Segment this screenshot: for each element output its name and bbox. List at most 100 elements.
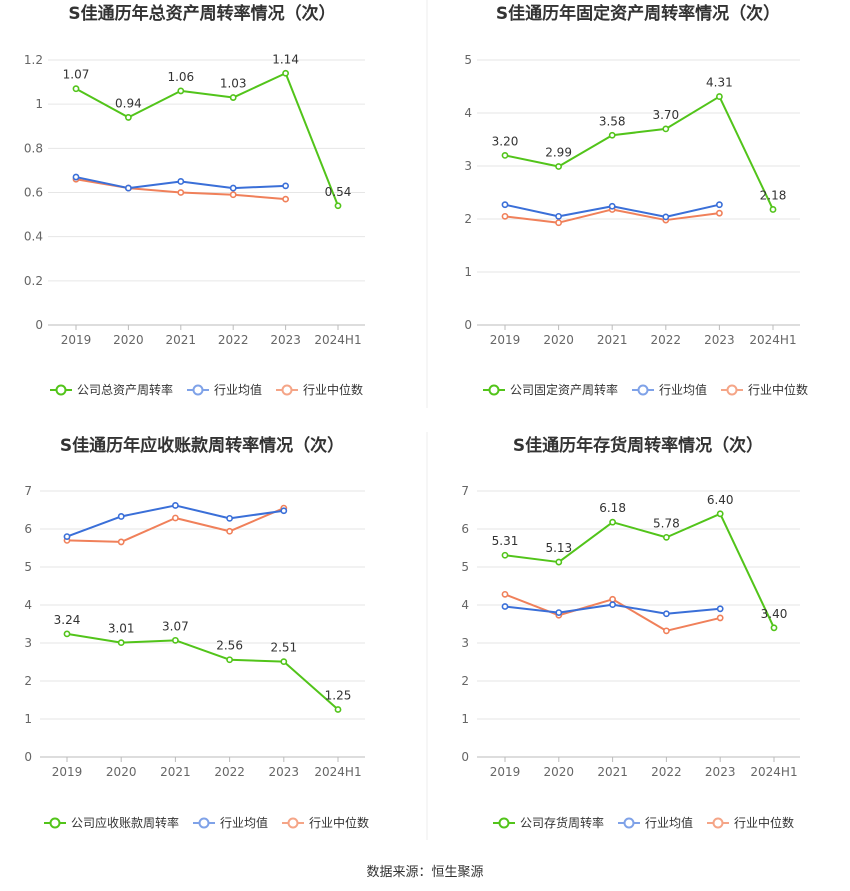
series-line-company — [504, 95, 774, 210]
data-point-company — [716, 93, 723, 100]
data-point-avg — [501, 201, 509, 209]
data-point-company — [555, 163, 562, 170]
legend-item-company[interactable]: 公司固定资产周转率 — [483, 382, 618, 397]
x-tick-label: 2022 — [651, 765, 682, 779]
legend-swatch-marker — [192, 384, 204, 396]
y-tick-label: 6 — [461, 522, 469, 536]
data-point-avg — [608, 202, 616, 210]
legend-item-company[interactable]: 公司总资产周转率 — [50, 382, 173, 397]
data-point-company — [769, 206, 777, 213]
data-label: 2.51 — [270, 641, 297, 655]
data-point-avg — [663, 610, 670, 618]
data-point-company — [226, 656, 233, 664]
legend-label: 行业中位数 — [734, 815, 794, 830]
data-label: 0.94 — [115, 96, 142, 110]
y-tick-label: 2 — [464, 212, 472, 226]
data-point-avg — [229, 184, 237, 192]
x-tick-label: 2024H1 — [314, 333, 361, 347]
legend-swatch-marker — [281, 384, 293, 396]
y-tick-label: 1.2 — [24, 53, 43, 67]
data-label: 1.03 — [220, 77, 247, 91]
data-point-company — [117, 639, 125, 647]
legend-item-avg[interactable]: 行业均值 — [187, 382, 262, 397]
legend: 公司固定资产周转率 行业均值 行业中位数 — [483, 382, 808, 397]
legend-label: 行业均值 — [645, 815, 693, 830]
data-point-avg — [555, 609, 563, 616]
x-tick-label: 2019 — [490, 333, 521, 347]
y-tick-label: 0 — [24, 750, 32, 764]
data-point-company — [609, 518, 616, 526]
data-point-avg — [282, 182, 289, 190]
x-tick-label: 2019 — [52, 765, 83, 779]
data-source: 数据来源：恒生聚源 — [366, 865, 483, 880]
legend-swatch-marker — [287, 817, 299, 829]
legend-label: 行业中位数 — [309, 815, 369, 830]
x-tick-label: 2022 — [214, 765, 245, 779]
data-point-avg — [72, 173, 80, 181]
y-tick-label: 3 — [461, 636, 469, 650]
data-label: 5.13 — [545, 541, 572, 555]
y-tick-label: 0 — [35, 318, 43, 332]
chart-title: S佳通历年总资产周转率情况（次） — [68, 3, 335, 24]
legend-item-company[interactable]: 公司存货周转率 — [493, 815, 604, 830]
legend-item-median[interactable]: 行业中位数 — [707, 815, 794, 830]
chart-title: S佳通历年应收账款周转率情况（次） — [60, 435, 344, 456]
x-tick-label: 2024H1 — [314, 765, 361, 779]
legend: 公司总资产周转率 行业均值 行业中位数 — [50, 382, 363, 397]
x-tick-label: 2023 — [705, 765, 736, 779]
legend-label: 公司固定资产周转率 — [510, 382, 618, 397]
data-point-company — [63, 630, 71, 638]
data-point-avg — [226, 514, 233, 522]
y-tick-label: 5 — [464, 53, 472, 67]
data-point-avg — [501, 603, 509, 610]
data-point-company — [72, 85, 80, 93]
y-tick-label: 0 — [464, 318, 472, 332]
y-tick-label: 6 — [24, 522, 32, 536]
data-point-company — [608, 131, 616, 139]
data-label: 3.01 — [108, 622, 135, 636]
data-point-company — [334, 706, 342, 713]
y-tick-label: 5 — [24, 560, 32, 574]
data-label: 3.40 — [761, 607, 788, 621]
x-tick-label: 2020 — [544, 765, 575, 779]
legend-swatch-marker — [637, 384, 649, 396]
data-label: 3.58 — [599, 114, 626, 128]
y-tick-label: 2 — [461, 674, 469, 688]
x-tick-label: 2023 — [269, 765, 300, 779]
chart-panel-1: S佳通历年总资产周转率情况（次） 0 0.2 0.4 0.6 0.8 1 1.2 2019 202… — [24, 3, 365, 397]
legend-item-company[interactable]: 公司应收账款周转率 — [44, 815, 179, 830]
data-label: 0.54 — [325, 185, 352, 199]
data-label: 5.31 — [492, 534, 519, 548]
legend-item-avg[interactable]: 行业均值 — [632, 382, 707, 397]
legend-swatch-marker — [712, 817, 724, 829]
legend-item-median[interactable]: 行业中位数 — [721, 382, 808, 397]
legend-item-median[interactable]: 行业中位数 — [282, 815, 369, 830]
y-tick-label: 0.4 — [24, 230, 43, 244]
legend-item-avg[interactable]: 行业均值 — [618, 815, 693, 830]
legend-item-median[interactable]: 行业中位数 — [276, 382, 363, 397]
legend-item-avg[interactable]: 行业均值 — [193, 815, 268, 830]
x-tick-label: 2022 — [218, 333, 249, 347]
legend: 公司存货周转率 行业均值 行业中位数 — [493, 815, 794, 830]
x-tick-label: 2021 — [597, 333, 628, 347]
data-point-company — [280, 658, 288, 666]
y-tick-label: 0.6 — [24, 186, 43, 200]
legend: 公司应收账款周转率 行业均值 行业中位数 — [44, 815, 369, 830]
data-label: 1.14 — [272, 52, 299, 66]
data-point-company — [334, 202, 342, 210]
data-point-avg — [177, 178, 185, 185]
data-point-company — [555, 558, 563, 566]
legend-label: 公司存货周转率 — [520, 815, 604, 830]
y-tick-label: 3 — [24, 636, 32, 650]
series-line-company — [75, 72, 339, 207]
data-label: 3.24 — [54, 613, 81, 627]
data-point-company — [770, 624, 778, 632]
chart-title: S佳通历年固定资产周转率情况（次） — [496, 3, 780, 24]
data-point-median — [177, 189, 185, 196]
x-tick-label: 2022 — [651, 333, 682, 347]
data-point-avg — [124, 184, 132, 192]
y-tick-label: 3 — [464, 159, 472, 173]
data-label: 3.07 — [162, 619, 189, 633]
data-point-company — [501, 151, 509, 159]
x-tick-label: 2023 — [704, 333, 735, 347]
